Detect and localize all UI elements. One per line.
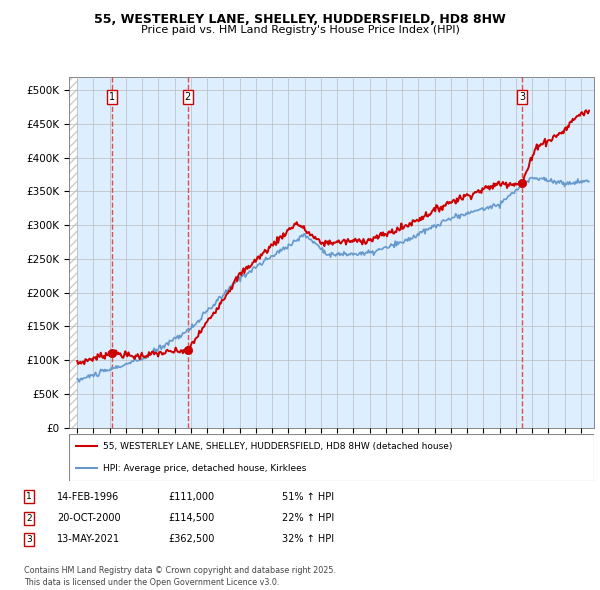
Text: 3: 3: [26, 535, 32, 544]
Text: 3: 3: [519, 92, 525, 102]
Text: £111,000: £111,000: [168, 492, 214, 502]
Text: 32% ↑ HPI: 32% ↑ HPI: [282, 535, 334, 544]
Text: £362,500: £362,500: [168, 535, 214, 544]
Text: 22% ↑ HPI: 22% ↑ HPI: [282, 513, 334, 523]
Text: 2: 2: [185, 92, 191, 102]
Text: 20-OCT-2000: 20-OCT-2000: [57, 513, 121, 523]
Text: 14-FEB-1996: 14-FEB-1996: [57, 492, 119, 502]
Text: 2: 2: [26, 513, 32, 523]
Bar: [69, 77, 77, 428]
Text: 55, WESTERLEY LANE, SHELLEY, HUDDERSFIELD, HD8 8HW: 55, WESTERLEY LANE, SHELLEY, HUDDERSFIEL…: [94, 13, 506, 26]
Text: 1: 1: [26, 492, 32, 502]
Text: 13-MAY-2021: 13-MAY-2021: [57, 535, 120, 544]
Text: 55, WESTERLEY LANE, SHELLEY, HUDDERSFIELD, HD8 8HW (detached house): 55, WESTERLEY LANE, SHELLEY, HUDDERSFIEL…: [103, 442, 452, 451]
Text: Price paid vs. HM Land Registry's House Price Index (HPI): Price paid vs. HM Land Registry's House …: [140, 25, 460, 35]
Text: 51% ↑ HPI: 51% ↑ HPI: [282, 492, 334, 502]
Text: Contains HM Land Registry data © Crown copyright and database right 2025.
This d: Contains HM Land Registry data © Crown c…: [24, 566, 336, 587]
Text: HPI: Average price, detached house, Kirklees: HPI: Average price, detached house, Kirk…: [103, 464, 307, 473]
Text: 1: 1: [109, 92, 115, 102]
Text: £114,500: £114,500: [168, 513, 214, 523]
